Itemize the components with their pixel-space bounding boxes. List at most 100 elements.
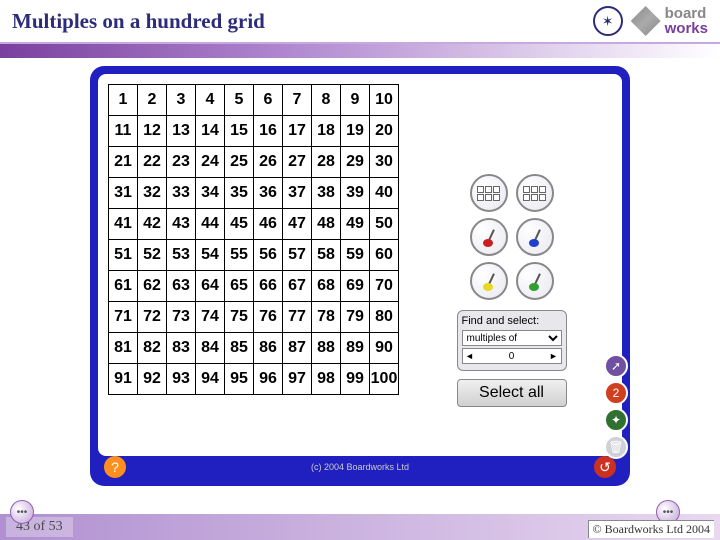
grid-cell[interactable]: 90 — [370, 333, 399, 364]
multiples-dropdown[interactable]: multiples of — [462, 330, 562, 346]
grid-cell[interactable]: 45 — [225, 209, 254, 240]
grid-cell[interactable]: 31 — [109, 178, 138, 209]
grid-cell[interactable]: 74 — [196, 302, 225, 333]
grid-cell[interactable]: 65 — [225, 271, 254, 302]
grid-cell[interactable]: 93 — [167, 364, 196, 395]
prev-button[interactable]: ••• — [10, 500, 34, 524]
grid-cell[interactable]: 66 — [254, 271, 283, 302]
grid-cell[interactable]: 87 — [283, 333, 312, 364]
grid-cell[interactable]: 95 — [225, 364, 254, 395]
grid-cell[interactable]: 8 — [312, 85, 341, 116]
grid-cell[interactable]: 72 — [138, 302, 167, 333]
grid-cell[interactable]: 6 — [254, 85, 283, 116]
grid-cell[interactable]: 20 — [370, 116, 399, 147]
grid-cell[interactable]: 51 — [109, 240, 138, 271]
grid-cell[interactable]: 62 — [138, 271, 167, 302]
grid-cell[interactable]: 70 — [370, 271, 399, 302]
grid-cell[interactable]: 82 — [138, 333, 167, 364]
grid-cell[interactable]: 35 — [225, 178, 254, 209]
grid-cell[interactable]: 5 — [225, 85, 254, 116]
grid-cell[interactable]: 88 — [312, 333, 341, 364]
grid-cell[interactable]: 56 — [254, 240, 283, 271]
grid-cell[interactable]: 60 — [370, 240, 399, 271]
grid-cell[interactable]: 99 — [341, 364, 370, 395]
grid-cell[interactable]: 63 — [167, 271, 196, 302]
sparkle-icon[interactable]: ✦ — [604, 408, 628, 432]
grid-cell[interactable]: 57 — [283, 240, 312, 271]
grid-cell[interactable]: 24 — [196, 147, 225, 178]
grid-cell[interactable]: 85 — [225, 333, 254, 364]
grid-cell[interactable]: 1 — [109, 85, 138, 116]
trash-icon[interactable]: 🗑 — [604, 435, 628, 459]
grid-cell[interactable]: 41 — [109, 209, 138, 240]
grid-cell[interactable]: 50 — [370, 209, 399, 240]
grid-cell[interactable]: 67 — [283, 271, 312, 302]
grid-cell[interactable]: 23 — [167, 147, 196, 178]
grid-cell[interactable]: 26 — [254, 147, 283, 178]
grid-cell[interactable]: 98 — [312, 364, 341, 395]
grid-cell[interactable]: 89 — [341, 333, 370, 364]
grid-cell[interactable]: 12 — [138, 116, 167, 147]
grid-cell[interactable]: 30 — [370, 147, 399, 178]
grid-cell[interactable]: 13 — [167, 116, 196, 147]
grid-cell[interactable]: 78 — [312, 302, 341, 333]
grid-cell[interactable]: 49 — [341, 209, 370, 240]
select-all-button[interactable]: Select all — [457, 379, 567, 407]
grid-cell[interactable]: 7 — [283, 85, 312, 116]
grid-cell[interactable]: 77 — [283, 302, 312, 333]
grid-cell[interactable]: 68 — [312, 271, 341, 302]
grid-cell[interactable]: 29 — [341, 147, 370, 178]
grid-cell[interactable]: 61 — [109, 271, 138, 302]
grid-cell[interactable]: 16 — [254, 116, 283, 147]
grid-cell[interactable]: 44 — [196, 209, 225, 240]
magnify-icon[interactable]: ➚ — [604, 354, 628, 378]
grid-cell[interactable]: 40 — [370, 178, 399, 209]
grid-cell[interactable]: 14 — [196, 116, 225, 147]
grid-select-tool[interactable] — [470, 174, 508, 212]
grid-cell[interactable]: 73 — [167, 302, 196, 333]
timer-icon[interactable]: 2 — [604, 381, 628, 405]
grid-cell[interactable]: 53 — [167, 240, 196, 271]
grid-cell[interactable]: 39 — [341, 178, 370, 209]
grid-cell[interactable]: 15 — [225, 116, 254, 147]
grid-cell[interactable]: 18 — [312, 116, 341, 147]
grid-cell[interactable]: 80 — [370, 302, 399, 333]
grid-cell[interactable]: 42 — [138, 209, 167, 240]
grid-cell[interactable]: 10 — [370, 85, 399, 116]
grid-cell[interactable]: 3 — [167, 85, 196, 116]
grid-cell[interactable]: 64 — [196, 271, 225, 302]
grid-cell[interactable]: 25 — [225, 147, 254, 178]
grid-cell[interactable]: 52 — [138, 240, 167, 271]
grid-cell[interactable]: 34 — [196, 178, 225, 209]
grid-cell[interactable]: 17 — [283, 116, 312, 147]
grid-cell[interactable]: 21 — [109, 147, 138, 178]
grid-cell[interactable]: 4 — [196, 85, 225, 116]
grid-cell[interactable]: 11 — [109, 116, 138, 147]
grid-cell[interactable]: 84 — [196, 333, 225, 364]
grid-cell[interactable]: 27 — [283, 147, 312, 178]
grid-cell[interactable]: 91 — [109, 364, 138, 395]
grid-cell[interactable]: 75 — [225, 302, 254, 333]
grid-cell[interactable]: 96 — [254, 364, 283, 395]
spinner-down[interactable]: ◄ — [463, 351, 477, 361]
grid-cell[interactable]: 97 — [283, 364, 312, 395]
spinner-up[interactable]: ► — [547, 351, 561, 361]
grid-cell[interactable]: 33 — [167, 178, 196, 209]
grid-cell[interactable]: 36 — [254, 178, 283, 209]
grid-cell[interactable]: 47 — [283, 209, 312, 240]
grid-cell[interactable]: 43 — [167, 209, 196, 240]
grid-cell[interactable]: 100 — [370, 364, 399, 395]
grid-cell[interactable]: 86 — [254, 333, 283, 364]
grid-cell[interactable]: 22 — [138, 147, 167, 178]
help-button[interactable]: ? — [104, 456, 126, 478]
grid-cell[interactable]: 37 — [283, 178, 312, 209]
grid-cell[interactable]: 79 — [341, 302, 370, 333]
grid-cell[interactable]: 58 — [312, 240, 341, 271]
grid-cell[interactable]: 92 — [138, 364, 167, 395]
grid-cell[interactable]: 94 — [196, 364, 225, 395]
brush-red[interactable] — [470, 218, 508, 256]
grid-cell[interactable]: 9 — [341, 85, 370, 116]
grid-cell[interactable]: 32 — [138, 178, 167, 209]
grid-cell[interactable]: 19 — [341, 116, 370, 147]
grid-cell[interactable]: 55 — [225, 240, 254, 271]
